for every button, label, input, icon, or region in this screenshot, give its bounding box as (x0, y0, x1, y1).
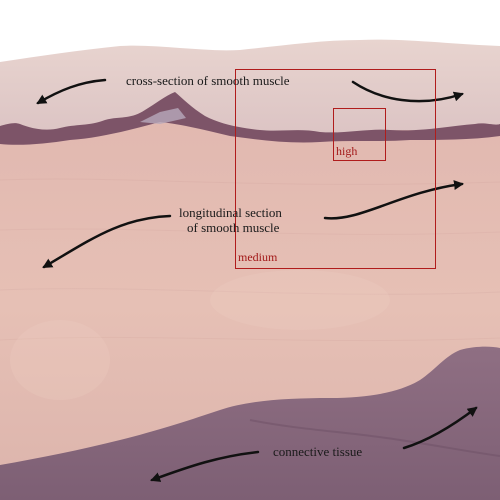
connective-tissue-region (0, 346, 500, 500)
high-zoom-label: high (336, 144, 358, 158)
longitudinal-label-line1: longitudinal section (179, 205, 282, 220)
longitudinal-label-line2: of smooth muscle (187, 220, 280, 235)
arrow-icon (402, 406, 478, 450)
high-zoom-box (333, 108, 386, 161)
arrow-icon (42, 214, 172, 269)
cross-section-label: cross-section of smooth muscle (126, 73, 290, 88)
arrow-icon (150, 450, 260, 482)
arrow-icon (323, 180, 464, 220)
cross-section-region (0, 39, 500, 135)
medium-zoom-box (235, 69, 436, 269)
arrow-icon (36, 78, 107, 105)
arrow-icon (351, 80, 464, 103)
medium-zoom-label: medium (238, 250, 278, 264)
connective-tissue-label: connective tissue (273, 444, 363, 459)
boundary-layer (0, 92, 500, 145)
